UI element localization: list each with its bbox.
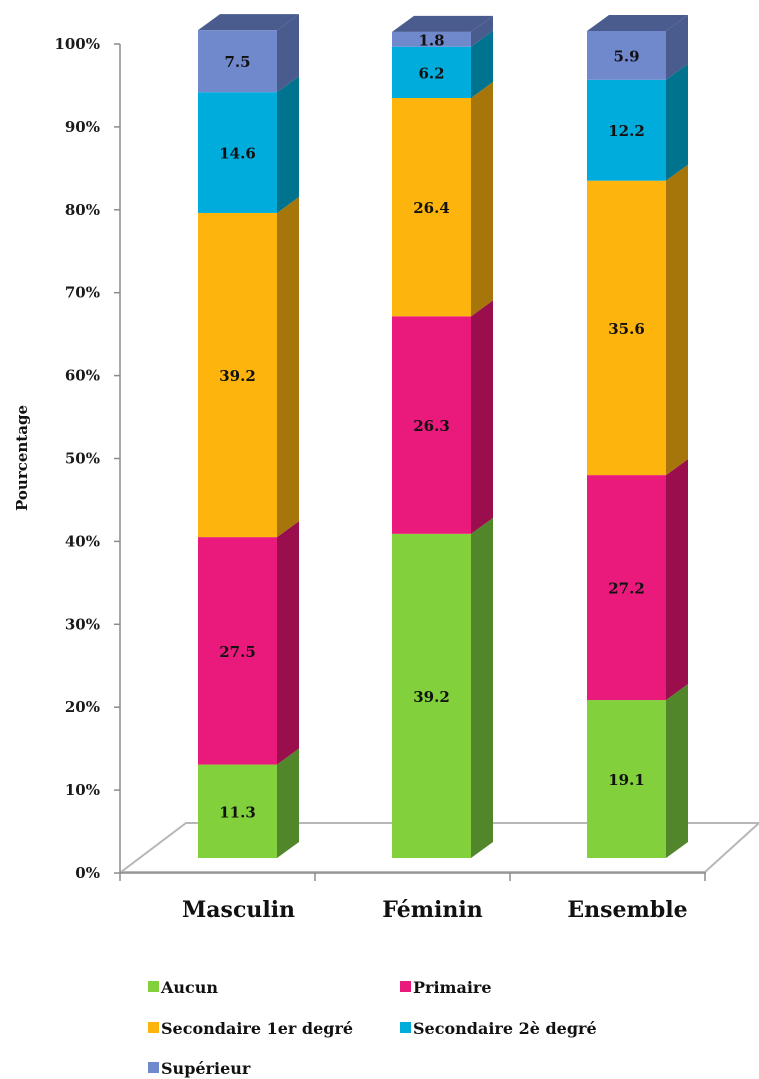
y-axis: 0% 10% 20% 30% 40% 50% 60% 70% 80% 90% 100% — [54, 35, 121, 882]
bar-segment — [198, 537, 277, 765]
legend-label: Secondaire 1er degré — [161, 1019, 353, 1038]
bar-segment — [587, 475, 666, 701]
bar-segment-side — [666, 63, 688, 181]
legend-swatch — [148, 1022, 159, 1033]
y-tick-label: 50% — [65, 450, 100, 468]
bar-segment-side — [471, 300, 493, 534]
bar-segment — [198, 92, 277, 213]
legend-item: Secondaire 1er degré — [148, 1019, 353, 1038]
bar-segment — [392, 46, 471, 98]
data-label: 19.1 — [608, 771, 645, 789]
bar-segment-side — [471, 30, 493, 98]
bar-segment-side — [471, 15, 493, 47]
legend-swatch — [400, 1022, 411, 1033]
bars: 11.3 27.5 39.2 14.6 7.5 39.2 26.3 26.4 6.2 1.8 19.… — [198, 14, 688, 858]
y-tick-label: 90% — [65, 118, 100, 136]
bar-top-face — [198, 14, 299, 31]
y-tick-label: 80% — [65, 201, 100, 219]
bar-segment — [392, 316, 471, 534]
data-label: 39.2 — [219, 367, 256, 385]
bar-segment — [587, 31, 666, 80]
data-label: 35.6 — [608, 320, 645, 338]
x-category-label: Masculin — [182, 897, 295, 923]
bar-segment — [392, 31, 471, 47]
data-label: 1.8 — [418, 31, 444, 49]
bar-segment-side — [471, 517, 493, 858]
legend-label: Primaire — [413, 978, 492, 997]
bar-segment-side — [277, 748, 299, 858]
legend-swatch — [148, 1062, 159, 1073]
x-category-label: Féminin — [382, 897, 482, 923]
data-label: 11.3 — [219, 803, 256, 821]
legend-swatch — [148, 981, 159, 992]
y-tick-label: 20% — [65, 698, 100, 716]
bar-segment — [198, 764, 277, 858]
floor-plane — [118, 822, 759, 873]
data-label: 6.2 — [418, 64, 444, 82]
data-label: 5.9 — [613, 47, 639, 65]
y-tick-label: 0% — [75, 864, 100, 882]
bar-segment — [587, 180, 666, 476]
data-label: 39.2 — [413, 688, 450, 706]
legend-item: Aucun — [148, 978, 218, 997]
y-tick-label: 10% — [65, 781, 100, 799]
bar-stack: 11.3 27.5 39.2 14.6 7.5 — [198, 14, 299, 858]
y-tick-label: 70% — [65, 284, 100, 302]
bar-segment-side — [277, 76, 299, 213]
legend-label: Supérieur — [161, 1059, 251, 1078]
data-label: 14.6 — [219, 145, 256, 163]
legend-swatch — [400, 981, 411, 992]
bar-segment-side — [277, 521, 299, 765]
bar-segment-side — [666, 684, 688, 858]
bar-segment — [392, 533, 471, 858]
legend: Aucun Primaire Secondaire 1er degré Seconda… — [148, 978, 597, 1078]
bar-segment-side — [277, 14, 299, 93]
x-axis: Masculin Féminin Ensemble — [119, 872, 706, 923]
bar-top-face — [392, 15, 493, 32]
bar-stack: 39.2 26.3 26.4 6.2 1.8 — [392, 15, 493, 858]
data-label: 27.5 — [219, 643, 256, 661]
bar-segment-side — [277, 196, 299, 538]
data-label: 26.3 — [413, 417, 450, 435]
data-label: 26.4 — [413, 199, 450, 217]
bar-segment-side — [666, 164, 688, 476]
bar-stack: 19.1 27.2 35.6 12.2 5.9 — [587, 15, 688, 858]
bar-segment — [198, 30, 277, 93]
y-tick-label: 60% — [65, 367, 100, 385]
y-tick-label: 40% — [65, 532, 100, 550]
bar-segment-side — [666, 15, 688, 80]
data-label: 7.5 — [224, 53, 250, 71]
y-tick-label: 100% — [54, 35, 100, 53]
legend-item: Secondaire 2è degré — [400, 1019, 597, 1038]
legend-item: Supérieur — [148, 1059, 251, 1078]
bar-segment-side — [471, 81, 493, 317]
y-axis-title: Pourcentage — [13, 405, 31, 511]
legend-item: Primaire — [400, 978, 492, 997]
bar-segment — [198, 212, 277, 538]
bar-segment-side — [666, 459, 688, 701]
x-category-label: Ensemble — [567, 897, 687, 923]
chart-floor — [118, 822, 759, 873]
bar-top-face — [587, 15, 688, 31]
y-tick-label: 30% — [65, 615, 100, 633]
bar-segment — [587, 79, 666, 181]
data-label: 12.2 — [608, 122, 645, 140]
legend-label: Secondaire 2è degré — [413, 1019, 597, 1038]
bar-segment — [392, 97, 471, 317]
legend-label: Aucun — [160, 978, 218, 997]
bar-segment — [587, 700, 666, 858]
data-label: 27.2 — [608, 580, 645, 598]
